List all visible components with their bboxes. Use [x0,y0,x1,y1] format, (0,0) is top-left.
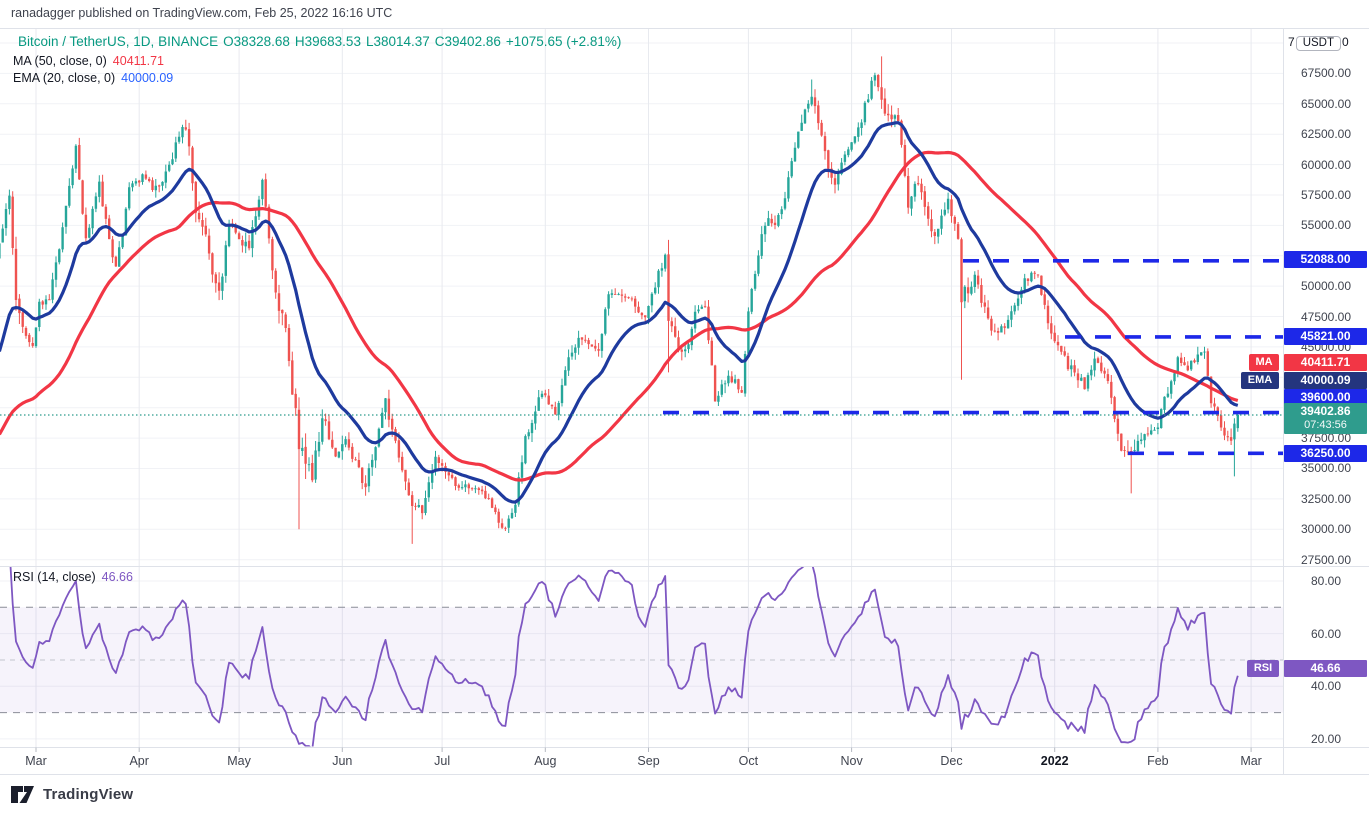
rsi-value: 46.66 [101,570,133,584]
time-tick-label: 2022 [1040,754,1069,768]
ema-legend-row: EMA (20, close, 0) 40000.09 [13,71,621,85]
rsi-tick-label: 60.00 [1310,627,1342,641]
time-tick-label: Feb [1147,754,1169,768]
ema-label: EMA (20, close, 0) [13,71,116,85]
countdown-timer: 07:43:56 [1304,419,1347,431]
price-tick-label: 55000.00 [1300,218,1352,232]
level-price-label: 36250.00 [1284,444,1367,462]
level-price-label: 39600.00 [1284,388,1367,406]
time-tick-label: Dec [940,754,963,768]
time-tick-label: Jun [332,754,353,768]
price-tick-label: 62500.00 [1300,127,1352,141]
level-price-label: 45821.00 [1284,327,1367,345]
ohlc-high: H39683.53 [294,34,361,49]
ema-axis-tag: EMA [1241,371,1279,389]
price-tick-label: 60000.00 [1300,158,1352,172]
time-tick-label: Jul [434,754,451,768]
time-tick-label: Sep [637,754,660,768]
price-tick-label: 57500.00 [1300,188,1352,202]
tradingview-logo-icon[interactable] [11,784,36,805]
publish-info: ranadagger published on TradingView.com,… [11,6,393,20]
time-tick-label: Mar [25,754,47,768]
symbol-legend-row: Bitcoin / TetherUS, 1D, BINANCE O38328.68… [13,33,621,51]
rsi-tick-label: 40.00 [1310,679,1342,693]
time-tick-label: May [227,754,251,768]
ma-axis-tag: MA [1249,353,1279,371]
time-axis[interactable]: Mar Apr May Jun Jul Aug Sep Oct Nov Dec 2022 Feb Mar [0,747,1369,775]
symbol-title: Bitcoin / TetherUS, 1D, BINANCE [18,34,219,49]
rsi-label: RSI (14, close) [13,570,96,584]
time-tick-label: Mar [1240,754,1262,768]
time-tick-label: Oct [738,754,759,768]
ohlc-low: L38014.37 [365,34,430,49]
price-tick-label: 47500.00 [1300,310,1352,324]
rsi-tick-label: 80.00 [1310,574,1342,588]
price-tick-label: 65000.00 [1300,97,1352,111]
ma-legend-row: MA (50, close, 0) 40411.71 [13,54,621,68]
price-axis-corner: 7 USDT 0 [1288,35,1349,51]
level-price-label: 52088.00 [1284,250,1367,268]
last-price-label: 39402.86 07:43:56 [1284,403,1367,434]
ma-price-label: 40411.71 [1284,353,1367,371]
ema-price-label: 40000.09 [1284,371,1367,389]
ohlc-open: O38328.68 [223,34,290,49]
rsi-legend-row: RSI (14, close) 46.66 [13,570,133,584]
price-tick-label: 37500.00 [1300,431,1352,445]
price-tick-label: 30000.00 [1300,522,1352,536]
rsi-axis-tag: RSI [1247,659,1279,677]
ema-value: 40000.09 [121,71,174,85]
chart-canvas[interactable] [0,0,1369,775]
price-tick-label: 27500.00 [1300,553,1352,567]
price-axis[interactable]: 7 USDT 0 67500.00 65000.00 62500.00 60000.00 5… [1241,28,1369,747]
price-tick-label: 50000.00 [1300,279,1352,293]
footer: TradingView [11,781,133,807]
time-tick-label: Apr [129,754,149,768]
ohlc-change: +1075.65 (+2.81%) [505,34,622,49]
time-tick-label: Aug [534,754,557,768]
ma-label: MA (50, close, 0) [13,54,107,68]
ohlc-close: C39402.86 [434,34,501,49]
rsi-value-label: 46.66 [1284,659,1367,677]
currency-unit-button[interactable]: USDT [1295,36,1341,51]
rsi-tick-label: 20.00 [1310,732,1342,746]
price-tick-label: 67500.00 [1300,66,1352,80]
ma-value: 40411.71 [112,54,165,68]
tradingview-wordmark[interactable]: TradingView [43,785,134,803]
chart-legend: Bitcoin / TetherUS, 1D, BINANCE O38328.68… [13,33,621,88]
time-tick-label: Nov [840,754,863,768]
price-tick-label: 35000.00 [1300,461,1352,475]
price-tick-label: 32500.00 [1300,492,1352,506]
